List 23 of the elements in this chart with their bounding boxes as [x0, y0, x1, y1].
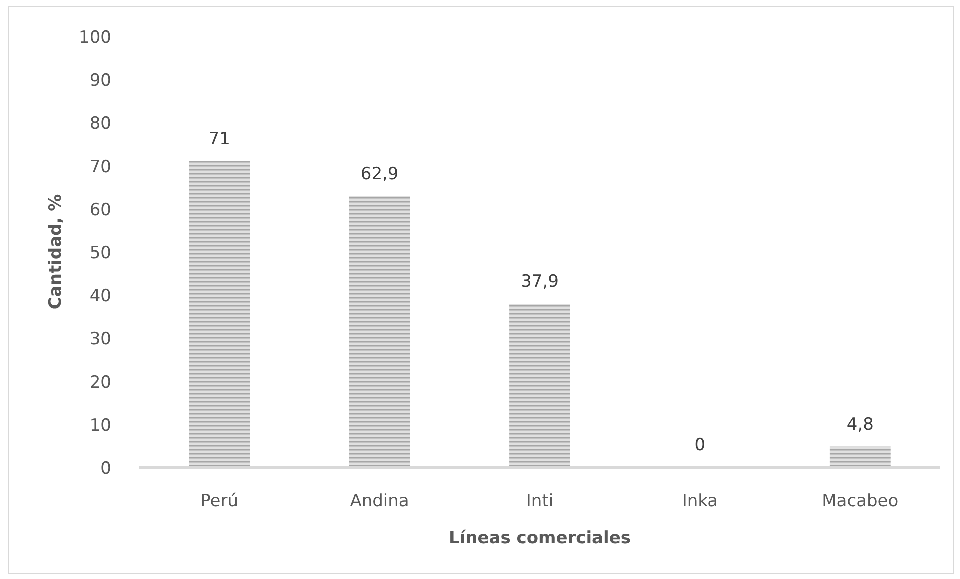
data-label: 71 — [208, 129, 230, 150]
x-axis-title: Líneas comerciales — [448, 528, 632, 548]
data-label: 62,9 — [360, 164, 399, 184]
y-tick-label: 0 — [100, 459, 112, 479]
x-tick-label: Andina — [350, 492, 410, 512]
y-tick-label: 40 — [90, 286, 112, 307]
x-tick-label: Inti — [526, 492, 554, 512]
x-tick-label: Macabeo — [822, 492, 899, 512]
data-label: 37,9 — [521, 272, 559, 292]
y-tick-label: 30 — [90, 330, 112, 350]
y-tick-label: 10 — [90, 416, 112, 436]
y-tick-label: 20 — [90, 372, 112, 393]
y-axis-title: Cantidad, % — [46, 194, 66, 310]
y-tick-label: 100 — [79, 28, 112, 48]
x-tick-label: Inka — [682, 492, 718, 512]
y-tick-label: 70 — [90, 157, 112, 178]
data-label: 4,8 — [846, 414, 874, 435]
y-tick-label: 80 — [90, 114, 112, 134]
y-tick-label: 90 — [90, 71, 112, 92]
data-label: 0 — [694, 436, 706, 456]
y-tick-label: 50 — [90, 244, 112, 264]
y-tick-label: 60 — [90, 200, 112, 220]
x-tick-label: Perú — [200, 492, 239, 512]
